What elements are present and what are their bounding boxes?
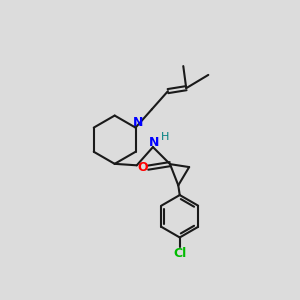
Text: Cl: Cl	[173, 247, 186, 260]
Text: H: H	[161, 132, 170, 142]
Text: N: N	[149, 136, 160, 148]
Text: N: N	[132, 116, 143, 129]
Text: O: O	[137, 161, 148, 174]
